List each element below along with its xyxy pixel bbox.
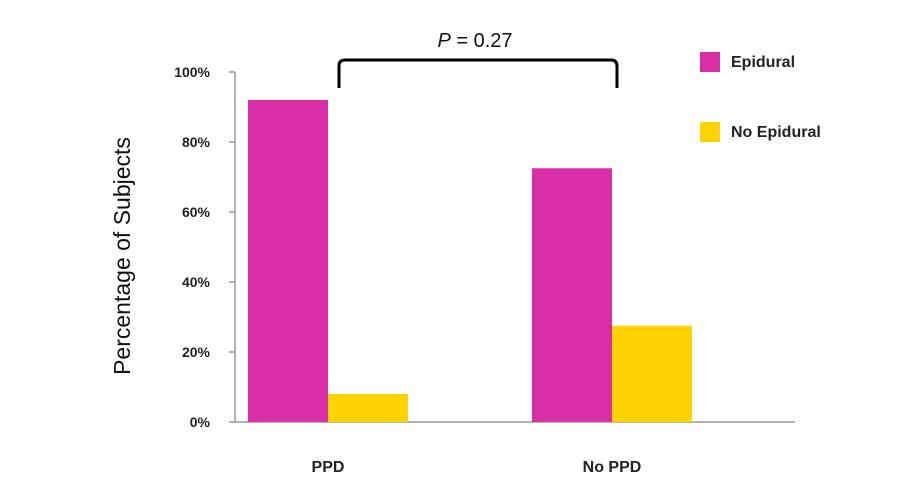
x-tick-label: No PPD	[583, 459, 642, 476]
bars	[248, 100, 692, 422]
legend-label-no-epidural: No Epidural	[731, 124, 821, 141]
legend-swatch-epidural	[700, 52, 720, 72]
bar-ppd-epidural	[248, 100, 328, 422]
significance-bracket	[337, 58, 619, 88]
y-tick-label: 80%	[182, 134, 211, 150]
x-tick-labels: PPD No PPD	[312, 459, 642, 476]
p-value-rest: = 0.27	[451, 30, 513, 52]
p-value-annotation: P = 0.27	[437, 30, 512, 52]
y-tick-label: 20%	[182, 344, 211, 360]
y-tick-label: 40%	[182, 274, 211, 290]
bar-no-ppd-no-epidural	[612, 325, 692, 422]
y-tick-label: 60%	[182, 204, 211, 220]
y-tick-label: 100%	[174, 64, 210, 80]
legend-label-epidural: Epidural	[731, 54, 795, 71]
x-tick-label: PPD	[312, 459, 345, 476]
y-ticks: 0% 20% 40% 60% 80% 100%	[174, 64, 235, 430]
legend: Epidural No Epidural	[700, 52, 821, 142]
legend-swatch-no-epidural	[700, 122, 720, 142]
p-value-italic: P	[437, 30, 451, 52]
y-tick-label: 0%	[190, 414, 211, 430]
bar-no-ppd-epidural	[532, 168, 612, 422]
y-axis-title: Percentage of Subjects	[109, 137, 135, 375]
bar-ppd-no-epidural	[328, 394, 408, 422]
